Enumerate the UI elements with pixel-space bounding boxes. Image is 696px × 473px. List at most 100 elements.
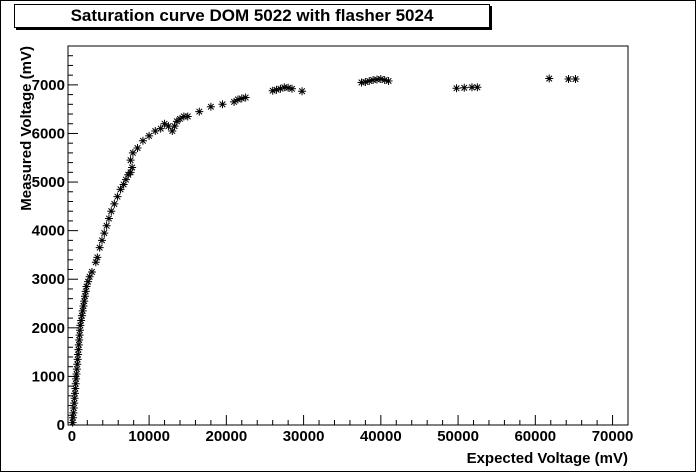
data-point-marker: [384, 76, 393, 85]
data-point-marker: [74, 350, 83, 359]
data-point-marker: [237, 94, 246, 103]
data-point-marker: [100, 229, 109, 238]
data-point-marker: [128, 163, 137, 172]
data-point-marker: [71, 384, 80, 393]
y-tick-label: 3000: [32, 271, 65, 288]
x-axis-label: Expected Voltage (mV): [467, 450, 628, 467]
data-point-marker: [107, 207, 116, 216]
y-tick-label: 7000: [32, 77, 65, 94]
x-tick-label: 40000: [360, 428, 402, 445]
data-point-marker: [93, 253, 102, 262]
data-point-marker: [85, 272, 94, 281]
data-point-marker: [104, 214, 113, 223]
data-point-marker: [170, 122, 179, 131]
data-point-marker: [183, 112, 192, 121]
data-point-marker: [68, 418, 77, 427]
data-point-marker: [76, 321, 85, 330]
data-point-marker: [77, 316, 86, 325]
data-point-marker: [73, 355, 82, 364]
data-point-marker: [119, 180, 128, 189]
data-point-marker: [102, 221, 111, 230]
data-point-marker: [73, 360, 82, 369]
y-tick-label: 2000: [32, 320, 65, 337]
data-point-marker: [75, 335, 84, 344]
data-point-marker: [452, 84, 461, 93]
data-point-marker: [133, 144, 142, 153]
y-tick-label: 5000: [32, 174, 65, 191]
y-tick-label: 1000: [32, 368, 65, 385]
data-point-marker: [276, 84, 285, 93]
data-point-marker: [361, 77, 370, 86]
y-tick-label: 6000: [32, 125, 65, 142]
data-point-marker: [206, 102, 215, 111]
x-tick-label: 60000: [514, 428, 556, 445]
data-point-marker: [126, 168, 135, 177]
data-point-marker: [79, 301, 88, 310]
data-point-marker: [145, 131, 154, 140]
data-point-marker: [74, 345, 83, 354]
data-point-marker: [84, 277, 93, 286]
data-point-marker: [160, 119, 169, 128]
data-point-marker: [545, 74, 554, 83]
data-point-marker: [218, 100, 227, 109]
data-point-marker: [473, 83, 482, 92]
data-point-marker: [272, 85, 281, 94]
x-tick-label: 20000: [205, 428, 247, 445]
data-point-marker: [74, 340, 83, 349]
x-tick-label: 10000: [128, 428, 170, 445]
x-tick-label: 0: [68, 428, 76, 445]
data-point-marker: [284, 83, 293, 92]
y-tick-label: 4000: [32, 223, 65, 240]
data-point-marker: [70, 394, 79, 403]
data-point-marker: [288, 84, 296, 93]
data-point-marker: [113, 192, 122, 201]
data-point-marker: [80, 292, 89, 301]
data-point-marker: [69, 403, 78, 412]
data-point-marker: [151, 127, 160, 136]
chart-title: Saturation curve DOM 5022 with flasher 5…: [14, 4, 490, 28]
data-point-marker: [69, 413, 78, 422]
data-point-marker: [69, 408, 78, 417]
data-point-marker: [72, 369, 81, 378]
data-point-marker: [71, 379, 80, 388]
data-point-marker: [70, 399, 79, 408]
data-point-marker: [116, 185, 125, 194]
data-points: [68, 74, 580, 427]
data-point-marker: [128, 148, 137, 157]
y-tick-label: 0: [57, 417, 65, 434]
data-point-marker: [460, 83, 469, 92]
data-point-marker: [467, 83, 476, 92]
data-point-marker: [80, 297, 89, 306]
data-point-marker: [126, 156, 135, 165]
data-point-marker: [168, 127, 177, 136]
data-point-marker: [77, 311, 86, 320]
data-point-marker: [70, 389, 79, 398]
x-axis-ticks: 0 10000 20000 30000 40000 50000 60000 70000: [68, 415, 633, 445]
data-point-marker: [564, 75, 573, 84]
data-point-marker: [233, 95, 242, 104]
x-tick-label: 50000: [437, 428, 479, 445]
data-point-marker: [81, 287, 90, 296]
plot-frame: [67, 45, 629, 426]
data-point-marker: [380, 76, 389, 85]
data-point-marker: [75, 326, 84, 335]
data-point-marker: [72, 365, 81, 374]
data-point-marker: [156, 124, 165, 133]
y-axis-label: Measured Voltage (mV): [18, 46, 35, 211]
data-point-marker: [87, 267, 96, 276]
data-point-marker: [72, 374, 81, 383]
data-point-marker: [176, 114, 184, 123]
data-point-marker: [91, 258, 100, 267]
data-point-marker: [97, 236, 106, 245]
data-point-marker: [571, 75, 580, 84]
data-point-marker: [376, 75, 385, 84]
data-point-marker: [95, 243, 104, 252]
data-point-marker: [365, 76, 374, 85]
data-point-marker: [298, 87, 307, 96]
data-point-marker: [78, 306, 87, 315]
y-axis-ticks: 0 1000 2000 3000 4000 5000 6000 7000: [32, 45, 78, 434]
data-point-marker: [268, 86, 277, 95]
data-point-marker: [121, 175, 130, 184]
data-point-marker: [241, 93, 250, 102]
